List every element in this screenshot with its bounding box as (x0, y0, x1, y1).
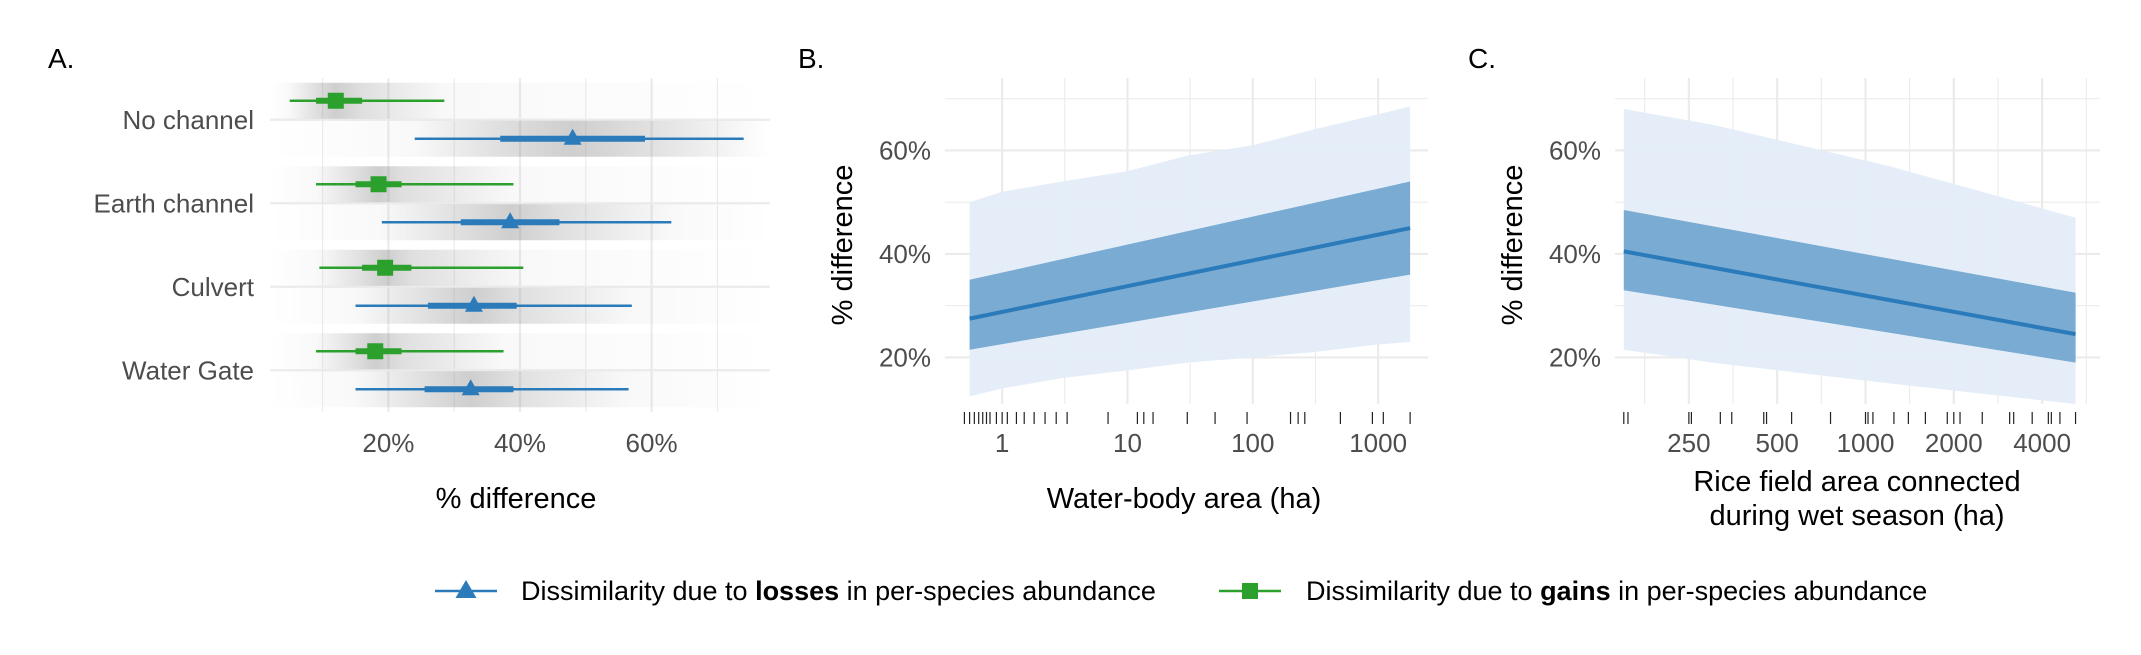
panel-c-line (1623, 249, 2076, 337)
panel-b-y-tick-labels: 20% 40% 60% (879, 135, 931, 372)
category-label-earth-channel: Earth channel (94, 188, 254, 218)
c-x-tick-1000: 1000 (1837, 428, 1895, 458)
b-y-tick-60: 60% (879, 135, 931, 165)
b-trend-line (969, 226, 1411, 321)
panel-b-label: B. (798, 43, 824, 74)
panel-a-category-labels: No channel Earth channel Culvert Water Gate (94, 105, 255, 386)
c-inner-ribbon (1623, 210, 2076, 363)
panel-b-x-axis-title: Water-body area (ha) (1047, 483, 1322, 515)
panel-b-ribbons (969, 106, 1411, 397)
panel-c-label: C. (1468, 43, 1496, 74)
b-x-tick-1000: 1000 (1349, 428, 1407, 458)
panel-b: B. 1 10 100 1000 20% 40% 60% Water-body area … (798, 43, 1428, 515)
panel-b-line (969, 226, 1411, 321)
legend-gains-label: Dissimilarity due to gains in per-specie… (1306, 576, 1927, 606)
panel-c-y-axis-title: % difference (1497, 165, 1529, 326)
legend-losses-triangle-marker (455, 580, 477, 598)
c-x-tick-250: 250 (1667, 428, 1710, 458)
legend-losses-bold: losses (755, 576, 839, 606)
triangle-point-no-channel-losses (563, 128, 582, 145)
b-y-tick-40: 40% (879, 239, 931, 269)
square-point-culvert-gains (377, 259, 394, 276)
category-label-no-channel: No channel (122, 105, 254, 135)
panel-a-x-tick-60: 60% (626, 428, 678, 458)
triangle-point-culvert-losses (464, 295, 483, 312)
square-point-earth-channel-gains (370, 176, 387, 193)
square-point-no-channel-gains (327, 92, 344, 109)
legend-losses-prefix: Dissimilarity due to (521, 576, 755, 606)
panel-c-ribbons (1623, 109, 2076, 404)
square-point-water-gate-gains (367, 343, 384, 360)
triangle-point-earth-channel-losses (501, 212, 520, 229)
panel-c-x-axis-title-line-1: Rice field area connected (1693, 466, 2020, 498)
b-x-tick-100: 100 (1231, 428, 1274, 458)
panel-a-x-tick-40: 40% (494, 428, 546, 458)
legend: Dissimilarity due to losses in per-speci… (435, 576, 1927, 606)
panel-c-x-tick-labels: 250 500 1000 2000 4000 (1667, 428, 2071, 458)
c-x-tick-2000: 2000 (1925, 428, 1983, 458)
c-y-tick-60: 60% (1549, 135, 1601, 165)
c-y-tick-40: 40% (1549, 239, 1601, 269)
panel-a-label: A. (48, 43, 74, 74)
c-x-tick-4000: 4000 (2013, 428, 2071, 458)
panel-c: C. 250 500 1000 2000 4000 20% 40% 60% Rice fie… (1468, 43, 2100, 532)
legend-losses-label: Dissimilarity due to losses in per-speci… (521, 576, 1156, 606)
panel-a-x-tick-labels: 20% 40% 60% (362, 428, 677, 458)
legend-gains-prefix: Dissimilarity due to (1306, 576, 1540, 606)
panel-c-x-axis-title-line-2: during wet season (ha) (1710, 500, 2005, 532)
legend-gains-suffix: in per-species abundance (1611, 576, 1928, 606)
legend-gains-bold: gains (1540, 576, 1611, 606)
legend-item-gains: Dissimilarity due to gains in per-specie… (1219, 576, 1927, 606)
legend-gains-square-marker (1242, 583, 1258, 599)
b-x-tick-10: 10 (1113, 428, 1142, 458)
legend-losses-suffix: in per-species abundance (839, 576, 1156, 606)
panel-a-x-tick-20: 20% (362, 428, 414, 458)
category-label-water-gate: Water Gate (122, 355, 254, 385)
panel-a-x-axis-title: % difference (436, 483, 597, 515)
b-inner-ribbon (969, 181, 1411, 350)
triangle-point-water-gate-losses (461, 379, 480, 396)
panel-b-rug (963, 412, 1411, 424)
panel-b-x-tick-labels: 1 10 100 1000 (995, 428, 1407, 458)
panel-a: A. No channel Earth channel Culvert Water G… (48, 43, 770, 515)
b-x-tick-1: 1 (995, 428, 1009, 458)
panel-c-rug (1623, 412, 2077, 424)
panel-a-intervals (289, 92, 744, 396)
panel-c-y-tick-labels: 20% 40% 60% (1549, 135, 1601, 372)
category-label-culvert: Culvert (172, 272, 255, 302)
c-y-tick-20: 20% (1549, 342, 1601, 372)
b-y-tick-20: 20% (879, 342, 931, 372)
c-x-tick-500: 500 (1755, 428, 1798, 458)
panel-b-y-axis-title: % difference (827, 165, 859, 326)
c-trend-line (1623, 249, 2076, 337)
legend-item-losses: Dissimilarity due to losses in per-speci… (435, 576, 1156, 606)
